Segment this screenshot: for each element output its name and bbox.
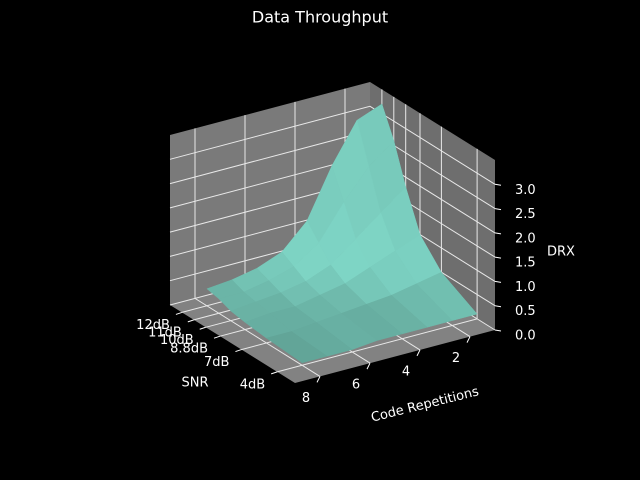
z-axis-label: DRX [547, 245, 575, 260]
z-tick [494, 183, 502, 186]
z-tick-label: 2.5 [515, 207, 536, 222]
x-tick-label: 8 [302, 391, 310, 406]
z-tick [494, 280, 502, 283]
y-tick-label: 8.8dB [170, 342, 208, 357]
y-tick-label: 7dB [204, 355, 229, 370]
z-tick [494, 305, 502, 308]
z-tick-label: 0.0 [515, 329, 536, 344]
z-tick-label: 2.0 [515, 231, 536, 246]
x-tick-label: 2 [452, 351, 460, 366]
x-axis-label: Code Repetitions [370, 384, 481, 425]
x-tick-label: 4 [402, 364, 410, 379]
chart-title: Data Throughput [252, 8, 388, 27]
z-tick-label: 1.5 [515, 256, 536, 271]
x-tick-label: 6 [352, 378, 360, 393]
z-tick [494, 232, 502, 235]
y-tick-label: 12dB [136, 318, 170, 333]
x-tick [366, 362, 371, 370]
y-tick [270, 371, 278, 375]
z-tick-label: 3.0 [515, 183, 536, 198]
y-tick-label: 11dB [148, 325, 182, 340]
y-tick [187, 319, 194, 323]
grid-line [169, 105, 496, 185]
z-tick-label: 0.5 [515, 304, 536, 319]
y-tick-label: 4dB [240, 377, 265, 392]
y-tick [175, 311, 183, 315]
y-tick [213, 335, 221, 339]
x-tick [316, 376, 321, 383]
y-tick-label: 10dB [160, 333, 194, 348]
surface-patch [265, 331, 328, 364]
y-tick [199, 326, 206, 330]
x-tick [466, 336, 471, 343]
y-tick [235, 349, 242, 353]
y-axis-label: SNR [181, 376, 208, 391]
x-tick [416, 349, 421, 357]
z-tick [494, 208, 502, 211]
z-tick [494, 329, 502, 332]
z-tick [494, 256, 502, 259]
z-tick-label: 1.0 [515, 280, 536, 295]
